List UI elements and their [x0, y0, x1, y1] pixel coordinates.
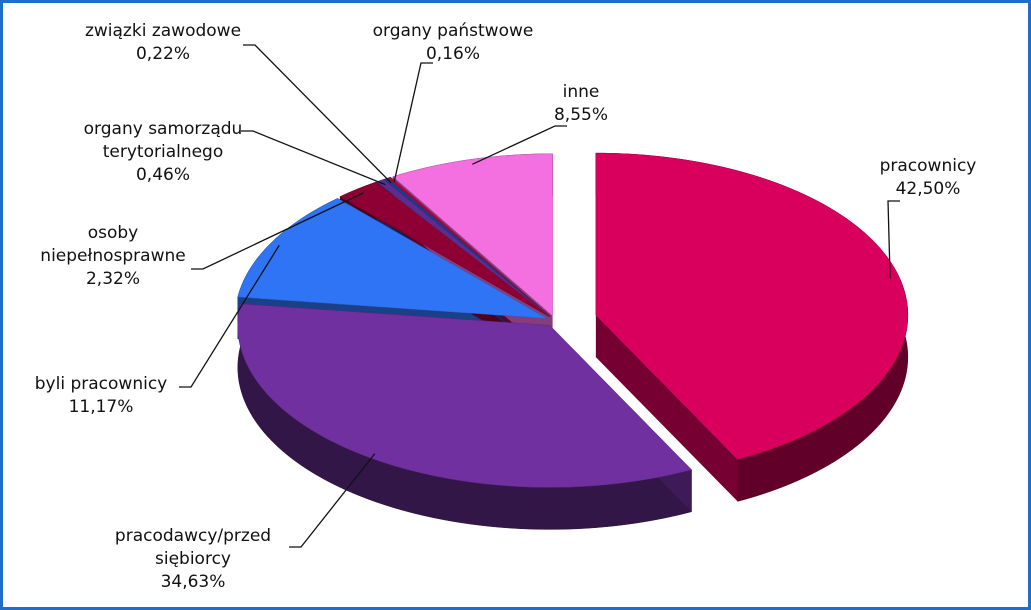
leader-line: [393, 62, 433, 182]
slice-label: pracodawcy/przedsiębiorcy 34,63%: [112, 525, 274, 594]
category-label: osoby niepełnosprawne: [40, 223, 186, 266]
slice-label: byli pracownicy 11,17%: [35, 373, 167, 419]
category-label: byli pracownicy: [34, 374, 168, 394]
category-label: pracownicy: [879, 156, 977, 176]
category-label: pracodawcy/przedsiębiorcy: [114, 526, 272, 569]
value-label: 0,46%: [135, 165, 190, 185]
value-label: 0,16%: [425, 44, 480, 64]
slice-label: pracownicy 42,50%: [858, 155, 998, 201]
leader-line: [241, 130, 386, 186]
leader-line: [191, 192, 364, 270]
category-label: organy samorządu terytorialnego: [83, 119, 243, 162]
leader-line: [243, 44, 392, 184]
slice: [392, 153, 553, 317]
value-label: 0,22%: [135, 44, 191, 64]
leader-line: [289, 453, 376, 548]
slice-wall: [595, 315, 738, 502]
slice-label: organy państwowe 0,16%: [373, 20, 534, 66]
slice: [237, 303, 692, 488]
category-label: inne: [562, 82, 600, 102]
category-label: organy państwowe: [372, 21, 534, 41]
slice-label: związki zawodowe 0,22%: [85, 20, 241, 66]
chart: [179, 44, 909, 548]
slice: [339, 181, 550, 317]
leader-line: [179, 244, 280, 388]
category-label: związki zawodowe: [84, 21, 242, 41]
slice: [595, 152, 909, 460]
value-label: 11,17%: [68, 397, 134, 417]
value-label: 34,63%: [160, 572, 226, 592]
value-label: 8,55%: [553, 105, 609, 125]
leader-line: [472, 125, 567, 165]
slice: [387, 176, 551, 317]
slice-label: inne 8,55%: [554, 81, 608, 127]
value-label: 2,32%: [85, 269, 140, 289]
leader-line: [887, 200, 900, 279]
slice-label: organy samorządu terytorialnego 0,46%: [68, 118, 258, 187]
slice: [237, 198, 548, 319]
value-label: 42,50%: [895, 179, 961, 199]
slice-label: osoby niepełnosprawne 2,32%: [18, 222, 208, 291]
